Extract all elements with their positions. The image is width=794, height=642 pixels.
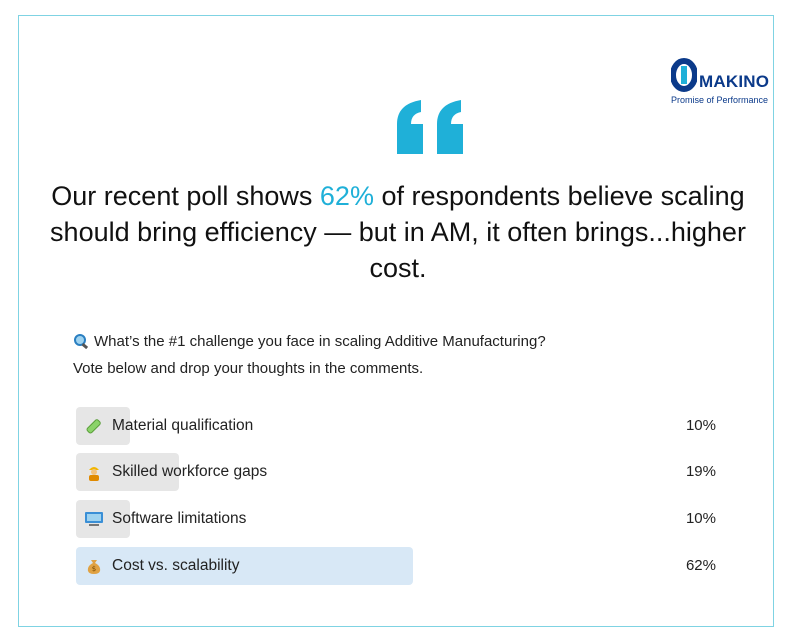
headline-text-end: of respondents believe scaling should br… bbox=[50, 181, 746, 283]
magnifier-icon bbox=[74, 334, 89, 349]
poll-option-label: Cost vs. scalability bbox=[112, 557, 240, 574]
poll-option-label: Skilled workforce gaps bbox=[112, 463, 268, 480]
test-tube-icon bbox=[86, 419, 101, 434]
poll-card: MAKINO Promise of Performance Our recent… bbox=[18, 15, 774, 627]
headline: Our recent poll shows 62% of respondents… bbox=[41, 178, 755, 286]
computer-icon bbox=[85, 512, 103, 526]
headline-highlight: 62% bbox=[319, 181, 374, 211]
poll-question: What’s the #1 challenge you face in scal… bbox=[73, 328, 546, 382]
poll-option-percent: 62% bbox=[685, 557, 716, 574]
poll-option-software[interactable]: Software limitations 10% bbox=[76, 500, 726, 538]
poll-option-label: Material qualification bbox=[112, 417, 254, 434]
poll-option-workforce[interactable]: Skilled workforce gaps 19% bbox=[76, 453, 726, 491]
poll-option-bar bbox=[76, 547, 413, 585]
poll-option-percent: 10% bbox=[685, 417, 716, 434]
headline-text-start: Our recent poll shows bbox=[51, 181, 320, 211]
logo-name: MAKINO bbox=[699, 72, 770, 91]
poll-option-bar bbox=[76, 407, 131, 445]
question-line-1: What’s the #1 challenge you face in scal… bbox=[94, 333, 546, 350]
poll-option-cost[interactable]: $ Cost vs. scalability 62% bbox=[76, 547, 726, 585]
svg-text:$: $ bbox=[92, 565, 96, 573]
money-bag-icon: $ bbox=[87, 560, 101, 574]
makino-logo: MAKINO Promise of Performance bbox=[671, 58, 771, 108]
quote-open-icon bbox=[397, 100, 463, 154]
poll-option-label: Software limitations bbox=[112, 510, 247, 527]
poll-option-percent: 19% bbox=[685, 463, 716, 480]
question-line-2: Vote below and drop your thoughts in the… bbox=[73, 360, 424, 377]
makino-logo-mark-icon bbox=[671, 58, 697, 92]
worker-icon bbox=[89, 467, 99, 481]
logo-tagline: Promise of Performance bbox=[671, 95, 769, 105]
poll-option-percent: 10% bbox=[685, 510, 716, 527]
poll-option-material[interactable]: Material qualification 10% bbox=[76, 407, 726, 445]
